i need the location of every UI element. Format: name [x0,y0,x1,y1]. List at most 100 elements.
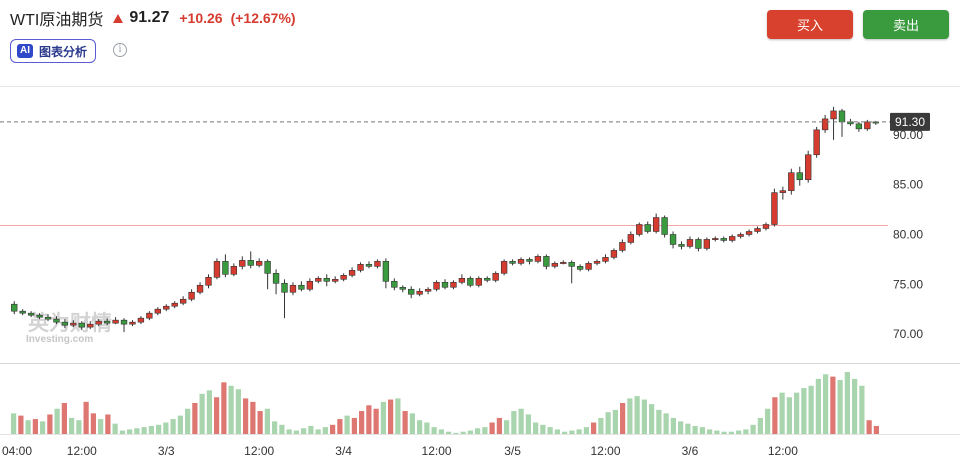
volume-bar [859,385,865,434]
volume-bar [431,427,437,434]
candle-body [416,290,423,295]
candle [196,282,204,295]
y-tick-label: 85.00 [893,178,923,192]
price-change: +10.26 [179,10,223,26]
candle [551,261,558,269]
volume-bar [105,414,111,434]
buy-button[interactable]: 买入 [767,10,853,39]
candle [230,263,238,277]
candle-body [137,317,145,323]
y-tick-label: 75.00 [893,277,923,291]
volume-bar [177,415,183,434]
volume-bar [786,397,792,434]
candle-body [315,278,322,282]
candle-body [855,123,863,130]
candle-body [171,302,178,307]
candle [146,311,153,321]
candle [855,121,863,132]
volume-bar [685,423,691,434]
volume-bar [330,424,336,434]
candle-body [602,257,609,262]
volume-bar [192,403,198,434]
volume-bar [598,417,604,434]
volume-bar [185,408,191,434]
volume-bar [634,396,640,434]
candle [475,276,482,288]
candle [95,319,102,327]
candle [720,236,727,243]
volume-bar [540,424,546,434]
candle-body [340,275,347,280]
volume-bar [141,427,147,434]
x-tick-label: 12:00 [590,444,620,458]
candle-body [627,234,634,243]
x-tick-label: 12:00 [244,444,274,458]
candle-body [179,298,187,304]
volume-bar [699,427,705,434]
volume-bar [830,376,836,434]
volume-bar [119,430,125,434]
candle [644,221,651,234]
candle [703,237,711,251]
candle [450,280,457,290]
candle [678,241,685,250]
candle-body [365,264,373,267]
candle [636,222,643,237]
candle-body [754,228,761,232]
candle [120,318,128,333]
candle-body [745,231,753,235]
candle-body [644,224,651,232]
volume-bar [569,430,575,434]
candle [534,254,542,264]
candle-body [163,305,170,310]
volume-bar [170,419,176,434]
candle [712,236,719,242]
candle-body [357,264,364,271]
volume-bar [279,424,285,434]
candle-body [678,244,685,247]
volume-bar [765,408,771,434]
volume-bar [678,421,684,434]
volume-bar [496,417,502,434]
candle-body [686,239,694,247]
candle [222,254,229,278]
volume-bar [76,420,82,434]
candle-body [737,234,744,237]
candle-body [391,280,398,288]
volume-bar [47,414,53,434]
candle [484,276,491,283]
candle-body [408,288,415,295]
candle-body [779,190,787,193]
instrument-title: WTI原油期货 [10,12,104,29]
volume-bar [366,405,372,434]
candle-body [652,217,660,232]
candle-body [264,261,271,274]
volume-bar [409,413,415,434]
sell-button[interactable]: 卖出 [863,10,949,39]
x-tick-label: 04:00 [2,444,32,458]
volume-bar [308,425,314,434]
candle [788,168,795,195]
watermark-en: Investing.com [26,334,93,345]
candle [627,231,634,245]
volume-bar [873,425,879,434]
candle-body [213,261,221,278]
volume-bar [257,411,263,434]
info-icon[interactable]: i [113,43,127,57]
candle-body [703,239,711,249]
candle [87,321,94,330]
volume-bar [32,419,38,434]
volume-bar [692,425,698,434]
candle-body [281,282,288,293]
volume-bar [250,401,256,434]
candle [864,119,871,131]
candle-body [332,279,339,282]
candle [619,239,626,253]
price-change-percent: (+12.67%) [230,10,296,26]
volume-bar [206,390,212,434]
ai-chart-analysis-button[interactable]: AI 图表分析 [10,39,97,63]
candle-body [771,192,778,225]
candle-body [467,278,474,286]
y-tick-label: 70.00 [893,327,923,341]
